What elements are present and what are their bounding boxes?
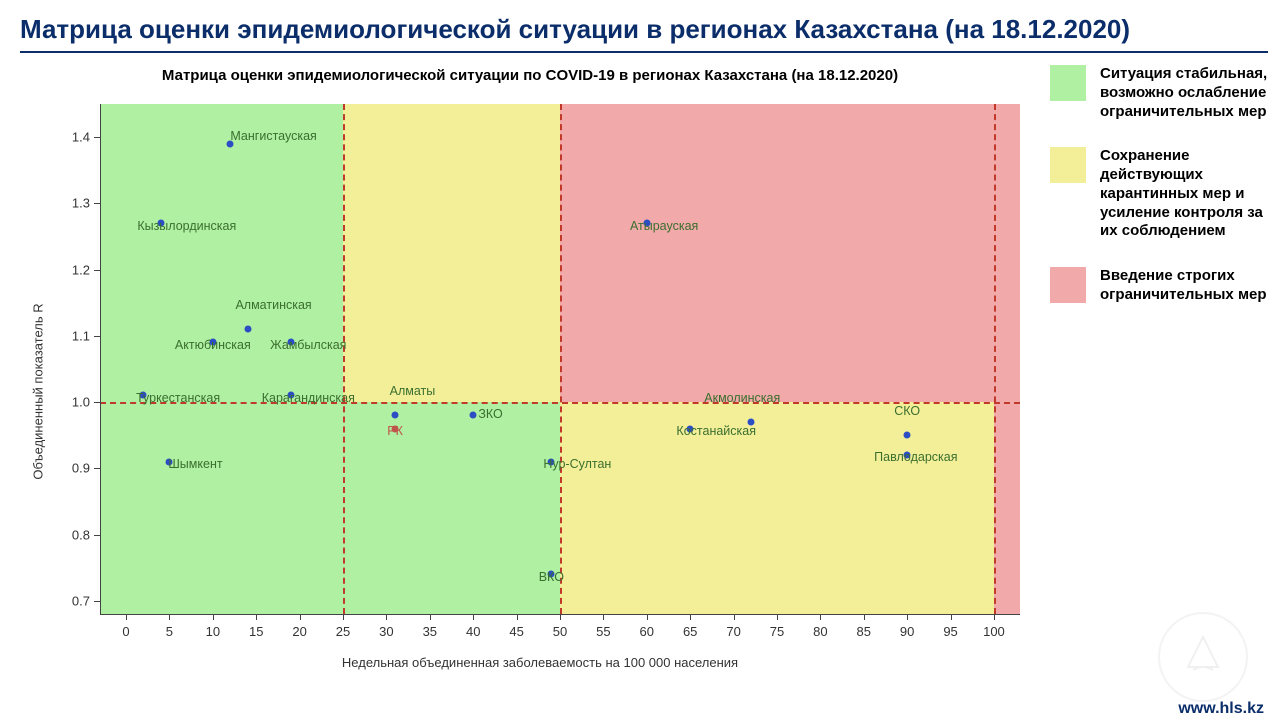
legend-text: Сохранение действующих карантинных мер и… — [1100, 147, 1268, 241]
legend-swatch — [1050, 65, 1086, 101]
threshold-line-v — [560, 104, 562, 614]
scatter-plot: 0510152025303540455055606570758085909510… — [100, 104, 1020, 614]
y-tick-label: 1.4 — [50, 130, 90, 145]
x-tick-label: 55 — [596, 624, 610, 639]
legend-item: Ситуация стабильная, возможно ослабление… — [1050, 65, 1268, 121]
data-point-label: РК — [387, 424, 403, 438]
data-point-label: Костанайская — [676, 424, 756, 438]
data-point-label: Мангистауская — [230, 129, 316, 143]
x-tick-label: 95 — [943, 624, 957, 639]
footer-url: www.hls.kz — [1178, 700, 1264, 718]
x-tick-label: 20 — [292, 624, 306, 639]
y-tick-label: 1.1 — [50, 328, 90, 343]
zone — [994, 402, 1020, 614]
x-tick-label: 80 — [813, 624, 827, 639]
x-tick-label: 50 — [553, 624, 567, 639]
zone — [100, 104, 343, 614]
logo-watermark — [1158, 612, 1248, 702]
threshold-line-v — [994, 104, 996, 614]
data-point-label: Атырауская — [630, 219, 698, 233]
zone — [560, 104, 1020, 402]
data-point — [904, 432, 911, 439]
zone — [343, 104, 560, 402]
legend-text: Ситуация стабильная, возможно ослабление… — [1100, 65, 1268, 121]
x-tick-label: 40 — [466, 624, 480, 639]
x-tick-label: 70 — [726, 624, 740, 639]
x-tick-label: 90 — [900, 624, 914, 639]
chart-title: Матрица оценки эпидемиологической ситуац… — [20, 67, 1040, 84]
threshold-line-v — [343, 104, 345, 614]
data-point-label: Нур-Султан — [543, 457, 611, 471]
threshold-line-h — [100, 402, 1020, 404]
y-axis-label: Объединенный показатель R — [31, 303, 46, 479]
zone — [343, 402, 560, 614]
data-point-label: Шымкент — [168, 457, 222, 471]
y-tick-label: 1.3 — [50, 196, 90, 211]
data-point — [392, 412, 399, 419]
legend: Ситуация стабильная, возможно ослабление… — [1040, 61, 1268, 701]
data-point-label: Жамбылская — [270, 338, 346, 352]
data-point-label: Алматинская — [235, 298, 311, 312]
y-tick-label: 0.9 — [50, 461, 90, 476]
legend-item: Сохранение действующих карантинных мер и… — [1050, 147, 1268, 241]
x-tick-label: 85 — [857, 624, 871, 639]
page-title: Матрица оценки эпидемиологической ситуац… — [20, 14, 1268, 53]
x-tick-label: 35 — [423, 624, 437, 639]
x-tick-label: 15 — [249, 624, 263, 639]
data-point — [470, 412, 477, 419]
x-tick-label: 0 — [122, 624, 129, 639]
zone — [560, 402, 994, 614]
x-tick-label: 10 — [206, 624, 220, 639]
x-tick-label: 25 — [336, 624, 350, 639]
data-point-label: Туркестанская — [136, 391, 220, 405]
data-point-label: Карагандинская — [262, 391, 355, 405]
legend-swatch — [1050, 267, 1086, 303]
data-point-label: Актюбинская — [175, 338, 251, 352]
x-tick-label: 65 — [683, 624, 697, 639]
legend-item: Введение строгих ограничительных мер — [1050, 267, 1268, 305]
x-tick-label: 100 — [983, 624, 1005, 639]
x-tick-label: 60 — [640, 624, 654, 639]
x-tick-label: 5 — [166, 624, 173, 639]
x-tick-label: 45 — [509, 624, 523, 639]
data-point-label: ЗКО — [478, 407, 502, 421]
y-tick-label: 0.8 — [50, 527, 90, 542]
data-point-label: Павлодарская — [874, 450, 957, 464]
x-tick-label: 30 — [379, 624, 393, 639]
legend-text: Введение строгих ограничительных мер — [1100, 267, 1268, 305]
data-point-label: Кызылординская — [137, 219, 236, 233]
data-point-label: Акмолинская — [704, 391, 780, 405]
data-point-label: ВКО — [539, 570, 564, 584]
chart-area: Матрица оценки эпидемиологической ситуац… — [20, 61, 1040, 701]
x-tick-label: 75 — [770, 624, 784, 639]
x-axis-label: Недельная объединенная заболеваемость на… — [342, 655, 738, 670]
legend-swatch — [1050, 147, 1086, 183]
y-tick-label: 0.7 — [50, 593, 90, 608]
data-point-label: Алматы — [390, 384, 436, 398]
y-tick-label: 1.0 — [50, 395, 90, 410]
data-point-label: СКО — [894, 404, 920, 418]
data-point — [244, 326, 251, 333]
y-tick-label: 1.2 — [50, 262, 90, 277]
